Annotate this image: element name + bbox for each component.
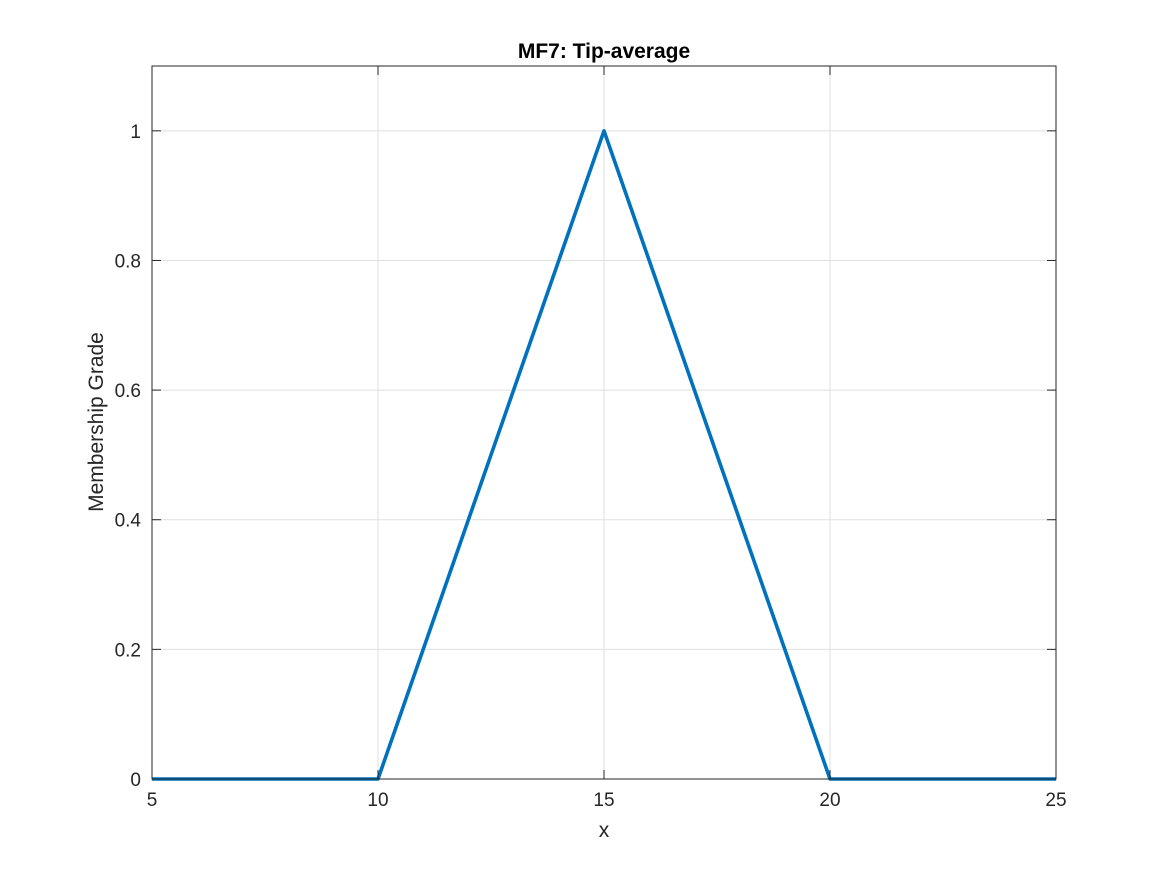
x-tick-label: 15 bbox=[593, 790, 614, 811]
x-tick-label: 10 bbox=[367, 790, 388, 811]
chart-title: MF7: Tip-average bbox=[518, 40, 690, 63]
y-tick-labels: 0 0.2 0.4 0.6 0.8 1 bbox=[115, 122, 142, 791]
x-tick-label: 25 bbox=[1045, 790, 1066, 811]
y-tick-label: 0.2 bbox=[115, 640, 141, 661]
x-tick-label: 20 bbox=[819, 790, 840, 811]
tick-marks bbox=[151, 66, 1057, 780]
x-axis-label: x bbox=[599, 819, 610, 842]
y-tick-label: 0.8 bbox=[115, 251, 141, 272]
y-tick-label: 0.4 bbox=[115, 511, 142, 532]
y-tick-label: 0.6 bbox=[115, 381, 141, 402]
x-tick-labels: 5 10 15 20 25 bbox=[147, 790, 1067, 811]
y-tick-label: 1 bbox=[130, 122, 141, 143]
y-axis-label: Membership Grade bbox=[85, 332, 108, 512]
x-tick-label: 5 bbox=[147, 790, 158, 811]
y-tick-label: 0 bbox=[130, 770, 141, 791]
